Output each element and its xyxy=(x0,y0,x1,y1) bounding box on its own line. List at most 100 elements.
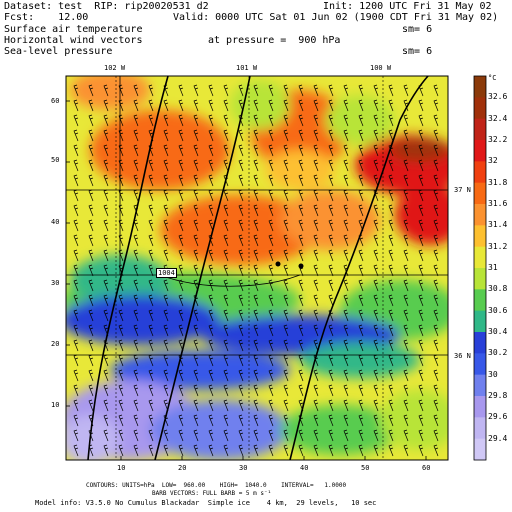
wind-barb xyxy=(163,444,169,457)
wind-barb xyxy=(388,99,394,112)
wind-barb xyxy=(118,129,124,142)
wind-barb xyxy=(313,144,319,157)
wind-barb xyxy=(283,339,289,352)
colorbar-swatch xyxy=(474,182,486,205)
wind-barb xyxy=(208,414,214,427)
wind-barb xyxy=(403,129,409,142)
wind-barb xyxy=(148,324,154,337)
wind-barb xyxy=(223,414,229,427)
wind-barb xyxy=(133,309,139,322)
wind-barb xyxy=(103,159,109,172)
wind-barb xyxy=(433,279,439,292)
colorbar-label: 32.2 xyxy=(488,135,508,144)
wind-barb xyxy=(343,294,349,307)
y-tick-label: 60 xyxy=(51,97,60,105)
wind-barb xyxy=(178,369,184,382)
colorbar-frame xyxy=(473,75,487,461)
wind-barb xyxy=(178,429,184,442)
wind-barb xyxy=(133,429,139,442)
wind-barb xyxy=(193,114,199,127)
wind-barb xyxy=(343,114,349,127)
wind-barb xyxy=(193,369,199,382)
wind-barb xyxy=(313,339,319,352)
wind-barb xyxy=(268,159,274,172)
wind-barb xyxy=(193,414,199,427)
wind-barb xyxy=(103,249,109,262)
wind-barb xyxy=(343,414,349,427)
wind-barb xyxy=(418,99,424,112)
wind-barb xyxy=(328,264,334,277)
wind-barb xyxy=(298,399,304,412)
wind-barb xyxy=(208,114,214,127)
wind-barb xyxy=(343,384,349,397)
wind-barb xyxy=(418,339,424,352)
wind-barb xyxy=(133,159,139,172)
wind-barb xyxy=(178,324,184,337)
wind-barb xyxy=(238,369,244,382)
wind-barb xyxy=(178,234,184,247)
wind-barb xyxy=(283,84,289,97)
wind-barb xyxy=(373,279,379,292)
wind-barb xyxy=(268,339,274,352)
wind-barb xyxy=(313,174,319,187)
wind-barb xyxy=(418,324,424,337)
wind-barb xyxy=(208,309,214,322)
wind-barb xyxy=(403,189,409,202)
field-wind-vectors-label: Horizontal wind vectors xyxy=(4,35,143,46)
wind-barb xyxy=(133,339,139,352)
wind-barb xyxy=(73,384,79,397)
wind-barb xyxy=(178,174,184,187)
wind-barb xyxy=(358,354,364,367)
wind-barb xyxy=(178,99,184,112)
wind-barb xyxy=(403,249,409,262)
x-tick-label: 40 xyxy=(300,464,309,472)
wind-barb xyxy=(73,144,79,157)
wind-barb xyxy=(103,414,109,427)
wind-barb xyxy=(253,294,259,307)
wind-barb xyxy=(73,339,79,352)
wind-barb xyxy=(328,99,334,112)
wind-barb xyxy=(208,294,214,307)
colorbar-swatch xyxy=(474,417,486,440)
colorbar-label: 30.2 xyxy=(488,348,508,358)
wind-barb xyxy=(388,204,394,217)
wind-barb xyxy=(118,399,124,412)
colorbar-label: 30.6 xyxy=(488,305,508,315)
wind-barb xyxy=(163,174,169,187)
wind-barb xyxy=(238,84,244,97)
wind-barb xyxy=(208,204,214,217)
wind-barb xyxy=(253,384,259,397)
wind-barb xyxy=(403,159,409,172)
wind-barb xyxy=(358,84,364,97)
wind-barb xyxy=(193,354,199,367)
wind-barb xyxy=(403,114,409,127)
wind-barb xyxy=(373,234,379,247)
wind-barb xyxy=(253,369,259,382)
wind-barb xyxy=(238,444,244,457)
x-tick-label: 10 xyxy=(117,464,126,472)
wind-barb xyxy=(373,354,379,367)
wind-barb xyxy=(253,99,259,112)
wind-barb xyxy=(433,84,439,97)
wind-barb xyxy=(253,399,259,412)
wind-barb xyxy=(298,159,304,172)
wind-barb xyxy=(433,144,439,157)
y-tick-label: 40 xyxy=(51,218,60,226)
wind-barb xyxy=(133,354,139,367)
wind-barb xyxy=(403,279,409,292)
wind-barb xyxy=(343,324,349,337)
wind-barb xyxy=(388,399,394,412)
wind-barb xyxy=(118,324,124,337)
wind-barb xyxy=(178,129,184,142)
wind-barb xyxy=(208,234,214,247)
wind-barb xyxy=(343,249,349,262)
wind-barb xyxy=(103,144,109,157)
colorbar-swatch xyxy=(474,268,486,290)
colorbar-label: 31.4 xyxy=(488,220,508,230)
wind-barb xyxy=(298,309,304,322)
wind-barb xyxy=(148,204,154,217)
wind-barb xyxy=(268,99,274,112)
wind-barb xyxy=(73,189,79,202)
wind-barb xyxy=(358,129,364,142)
